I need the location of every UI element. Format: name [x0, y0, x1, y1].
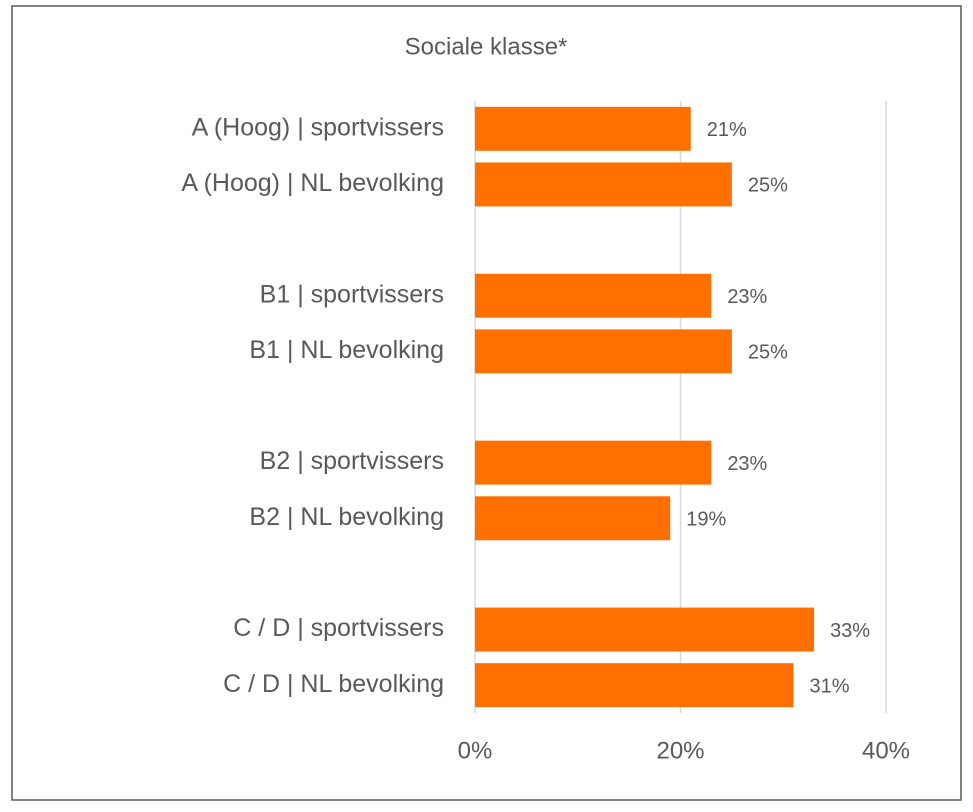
bar [475, 607, 815, 652]
y-tick-label: A (Hoog) | NL bevolking [181, 169, 444, 197]
value-label: 23% [727, 286, 767, 308]
bar [475, 162, 732, 207]
bar [475, 496, 671, 541]
y-tick-label: A (Hoog) | sportvissers [192, 113, 444, 141]
chart-title: Sociale klasse* [405, 33, 568, 60]
bar [475, 663, 794, 708]
x-tick-label: 20% [656, 737, 704, 764]
value-label: 31% [810, 675, 850, 697]
x-tick-label: 0% [458, 737, 493, 764]
value-label: 19% [686, 509, 726, 531]
y-tick-label: B1 | NL bevolking [249, 336, 444, 364]
value-label: 23% [727, 453, 767, 475]
value-label: 25% [748, 342, 788, 364]
y-tick-label: B2 | NL bevolking [249, 503, 444, 531]
value-label: 21% [707, 119, 747, 141]
value-label: 25% [748, 175, 788, 197]
y-tick-label: B1 | sportvissers [260, 280, 444, 308]
value-label: 33% [830, 620, 870, 642]
bar [475, 329, 732, 374]
y-tick-label: B2 | sportvissers [260, 447, 444, 475]
y-tick-label: C / D | sportvissers [233, 614, 444, 642]
bar [475, 273, 712, 318]
bar [475, 106, 691, 151]
y-tick-label: C / D | NL bevolking [223, 670, 444, 698]
bar [475, 440, 712, 485]
x-tick-label: 40% [862, 737, 910, 764]
